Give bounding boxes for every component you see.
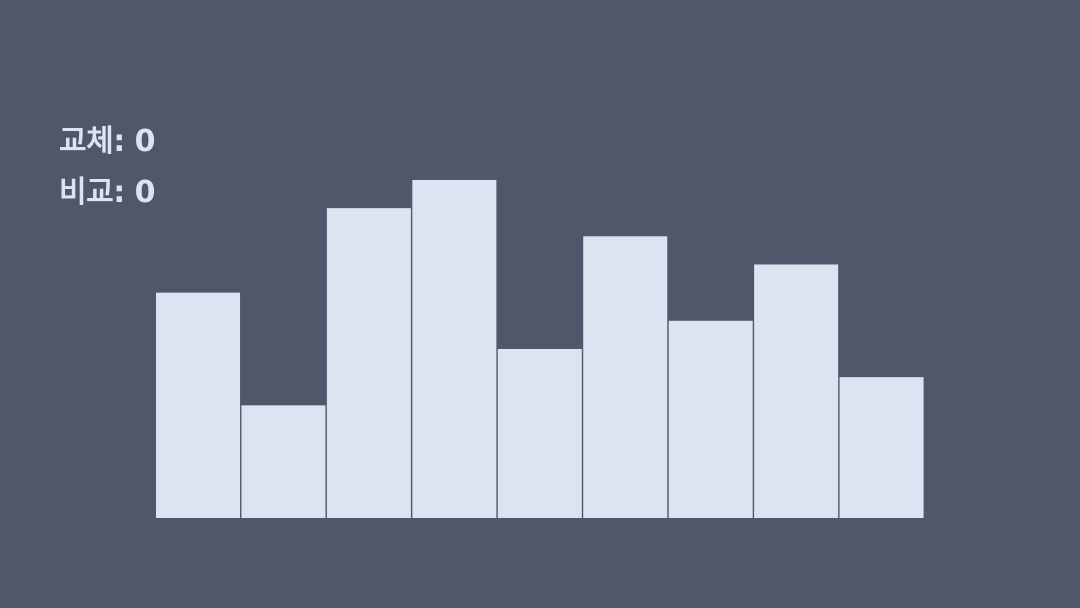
bar-group (156, 179, 924, 519)
bar-1 (156, 292, 241, 518)
bar-3 (326, 208, 411, 518)
bar-7 (668, 320, 753, 518)
comparison-counter: 비교: 0 (59, 167, 156, 218)
bar-8 (754, 264, 839, 518)
bar-5 (497, 348, 582, 518)
comparison-counter-separator: : (113, 175, 135, 210)
bar-2 (241, 405, 326, 518)
bar-6 (583, 236, 668, 519)
bar-9 (839, 377, 924, 518)
comparison-counter-value: 0 (134, 175, 156, 210)
swap-counter-label: 교체 (59, 124, 114, 159)
swap-counter-value: 0 (134, 124, 156, 159)
swap-counter-separator: : (113, 124, 135, 159)
bar-4 (412, 179, 497, 518)
swap-counter: 교체: 0 (59, 116, 156, 167)
counter-panel: 교체: 0 비교: 0 (59, 116, 156, 218)
comparison-counter-label: 비교 (59, 175, 114, 210)
